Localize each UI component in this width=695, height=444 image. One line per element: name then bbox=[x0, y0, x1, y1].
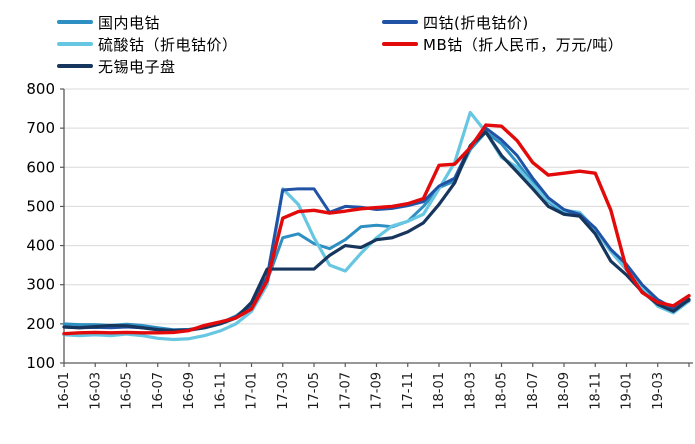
x-tick-label: 18-07 bbox=[526, 372, 541, 410]
x-tick-label: 17-07 bbox=[338, 372, 353, 410]
series-line-1 bbox=[62, 126, 691, 333]
legend-label: 国内电钴 bbox=[98, 13, 161, 32]
x-tick-label: 16-05 bbox=[120, 372, 135, 410]
x-tick-label: 16-03 bbox=[88, 372, 103, 410]
x-tick-label: 17-11 bbox=[401, 372, 416, 410]
legend-label: 硫酸钴（折电钴价） bbox=[98, 35, 238, 54]
x-tick-label: 17-01 bbox=[245, 372, 260, 410]
x-tick-label: 19-01 bbox=[620, 372, 635, 410]
legend-label: MB钴（折人民币，万元/吨） bbox=[423, 35, 624, 54]
y-tick-label: 800 bbox=[26, 80, 55, 98]
legend-label: 无锡电子盘 bbox=[98, 57, 176, 76]
y-tick-label: 400 bbox=[26, 237, 55, 255]
legend-item-cobalt-sulfate: 硫酸钴（折电钴价） bbox=[57, 35, 238, 54]
legend-item-wuxi-electronic-exchange: 无锡电子盘 bbox=[57, 57, 176, 76]
y-tick-label: 200 bbox=[26, 315, 55, 333]
x-tick-label: 17-03 bbox=[276, 372, 291, 410]
legend-line-marker bbox=[57, 64, 93, 68]
x-tick-label: 18-11 bbox=[588, 372, 603, 410]
y-tick-label: 100 bbox=[26, 354, 55, 372]
legend-line-marker bbox=[382, 42, 418, 46]
legend-item-domestic-electrolytic-cobalt: 国内电钴 bbox=[57, 13, 161, 32]
series-line-3 bbox=[62, 123, 691, 336]
y-tick-label: 500 bbox=[26, 197, 55, 215]
legend-line-marker bbox=[382, 20, 418, 24]
chart-legend: 国内电钴 硫酸钴（折电钴价） 无锡电子盘 四钴(折电钴价) MB钴（折人民币，万… bbox=[0, 0, 695, 80]
x-tick-label: 16-11 bbox=[213, 372, 228, 410]
legend-label: 四钴(折电钴价) bbox=[423, 13, 529, 32]
x-tick-label: 18-01 bbox=[432, 372, 447, 410]
x-tick-label: 18-05 bbox=[495, 372, 510, 410]
x-tick-label: 18-09 bbox=[557, 372, 572, 410]
x-tick-label: 17-05 bbox=[307, 372, 322, 410]
y-tick-label: 600 bbox=[26, 158, 55, 176]
x-tick-label: 16-01 bbox=[57, 372, 72, 410]
series-line-4 bbox=[62, 130, 691, 333]
legend-line-marker bbox=[57, 20, 93, 24]
x-tick-label: 16-07 bbox=[151, 372, 166, 410]
legend-item-cobalt-tetroxide: 四钴(折电钴价) bbox=[382, 13, 529, 32]
y-tick-label: 700 bbox=[26, 119, 55, 137]
legend-line-marker bbox=[57, 42, 93, 46]
x-tick-label: 18-03 bbox=[463, 372, 478, 410]
legend-item-mb-cobalt: MB钴（折人民币，万元/吨） bbox=[382, 35, 624, 54]
x-tick-label: 16-09 bbox=[182, 372, 197, 410]
y-tick-label: 300 bbox=[26, 276, 55, 294]
x-tick-label: 19-03 bbox=[651, 372, 666, 410]
x-tick-label: 17-09 bbox=[370, 372, 385, 410]
